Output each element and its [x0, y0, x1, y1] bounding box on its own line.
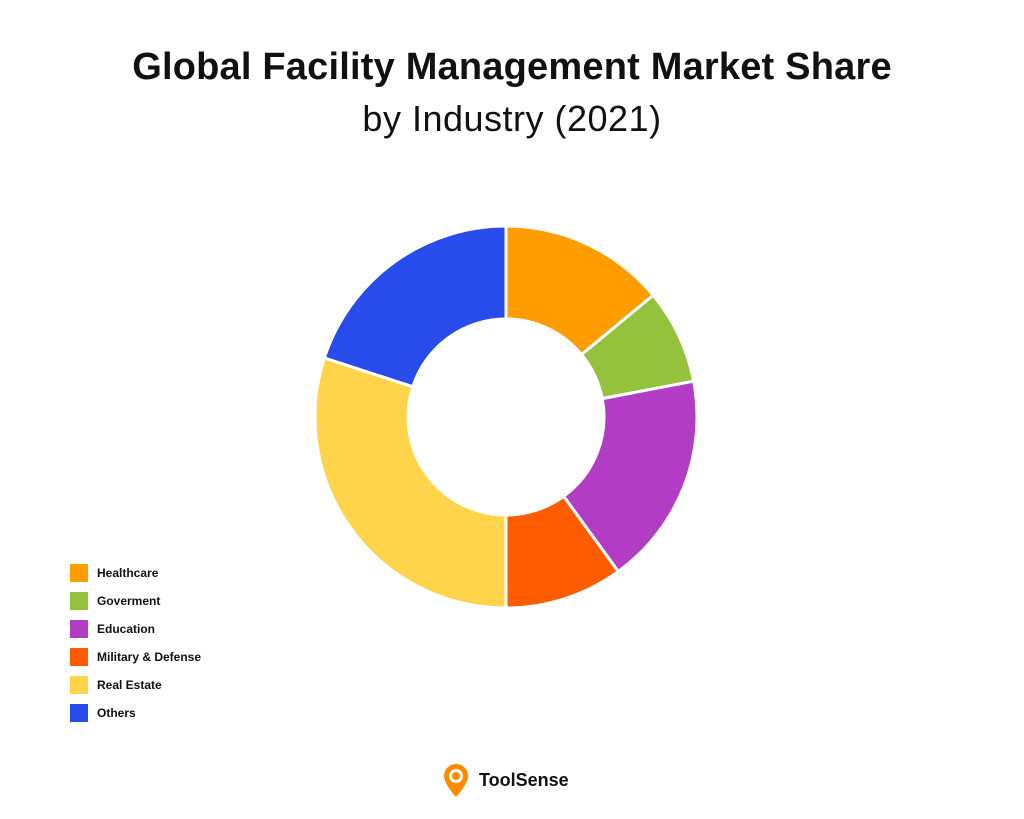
legend-item-others: Others [70, 699, 201, 727]
legend-label: Others [97, 706, 136, 720]
legend-label: Real Estate [97, 678, 162, 692]
legend-label: Goverment [97, 594, 161, 608]
legend-item-military-defense: Military & Defense [70, 643, 201, 671]
legend-swatch [70, 564, 88, 582]
legend-item-goverment: Goverment [70, 587, 201, 615]
legend-item-real-estate: Real Estate [70, 671, 201, 699]
legend-item-education: Education [70, 615, 201, 643]
legend-label: Education [97, 622, 156, 636]
legend-label: Military & Defense [97, 650, 202, 664]
legend-swatch [70, 704, 88, 722]
chart-title: Global Facility Management Market Share [132, 46, 892, 88]
legend-item-healthcare: Healthcare [70, 559, 201, 587]
donut-slice-education [562, 379, 699, 574]
legend-label: Healthcare [97, 566, 159, 580]
brand-name: ToolSense [479, 769, 569, 790]
chart-subtitle: by Industry (2021) [362, 98, 662, 139]
chart-legend: Healthcare Goverment Education Military & D… [70, 559, 201, 727]
donut-slice-others [322, 224, 508, 389]
donut-slice-real-estate [313, 356, 508, 610]
location-pin-icon [444, 764, 468, 797]
legend-swatch [70, 592, 88, 610]
legend-swatch [70, 676, 88, 694]
legend-swatch [70, 648, 88, 666]
legend-swatch [70, 620, 88, 638]
brand-logo: ToolSense [441, 762, 569, 798]
